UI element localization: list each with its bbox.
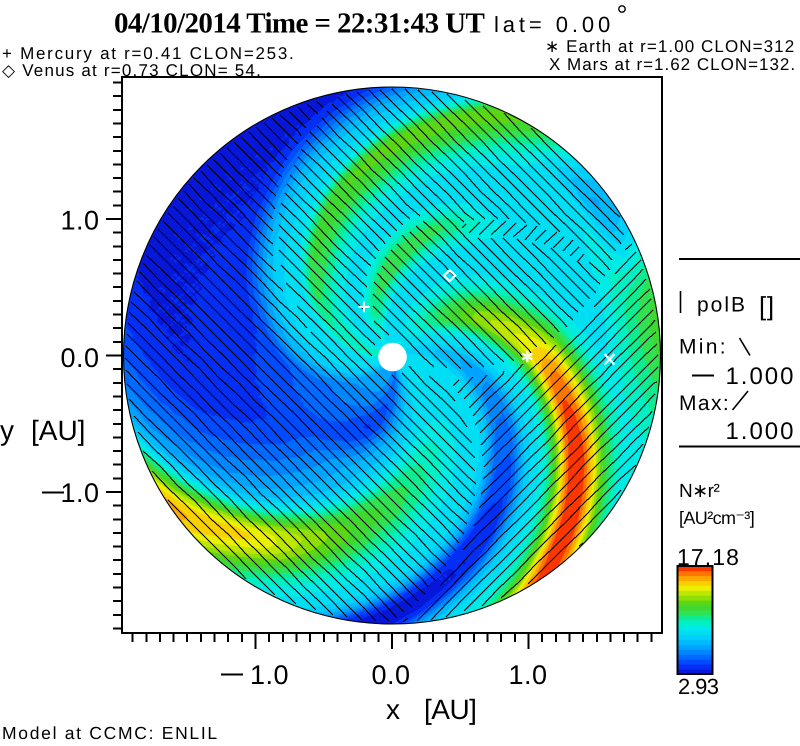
svg-text:1.000: 1.000 — [725, 418, 795, 445]
svg-text:x: x — [386, 694, 400, 725]
svg-text:Model at CCMC: ENLIL: Model at CCMC: ENLIL — [2, 723, 219, 743]
svg-text:04/10/2014 Time = 22:31:43 UT: 04/10/2014 Time = 22:31:43 UT — [114, 8, 484, 40]
svg-text:Max:: Max: — [679, 392, 730, 415]
svg-text:1.000: 1.000 — [725, 363, 795, 390]
svg-text:◇ Venus at r=0.73 CLON= 54.: ◇ Venus at r=0.73 CLON= 54. — [2, 61, 262, 80]
svg-text:[]: [] — [759, 291, 775, 321]
svg-text:Min:: Min: — [679, 336, 728, 359]
svg-text:y: y — [0, 415, 14, 446]
svg-text:1.0: 1.0 — [508, 660, 547, 690]
svg-text:∗ Earth at r=1.00 CLON=312: ∗ Earth at r=1.00 CLON=312 — [545, 37, 795, 56]
svg-text:N∗r²: N∗r² — [679, 481, 719, 502]
svg-text:[AU]: [AU] — [31, 415, 85, 446]
svg-text:X Mars at r=1.62 CLON=132.: X Mars at r=1.62 CLON=132. — [549, 55, 796, 74]
svg-text:polB: polB — [697, 294, 747, 317]
svg-text:+ Mercury at r=0.41 CLON=253.: + Mercury at r=0.41 CLON=253. — [2, 44, 295, 63]
svg-text:[AU]: [AU] — [424, 694, 476, 725]
svg-text:2.93: 2.93 — [678, 674, 719, 699]
svg-text:0.0: 0.0 — [371, 660, 410, 690]
svg-text:[AU²cm⁻³]: [AU²cm⁻³] — [679, 508, 754, 528]
svg-text:lat= 0.00: lat= 0.00 — [494, 12, 614, 37]
svg-text:0.0: 0.0 — [60, 343, 99, 373]
svg-text:1.0: 1.0 — [250, 660, 289, 690]
svg-text:1.0: 1.0 — [60, 478, 99, 508]
svg-text:1.0: 1.0 — [60, 206, 99, 236]
